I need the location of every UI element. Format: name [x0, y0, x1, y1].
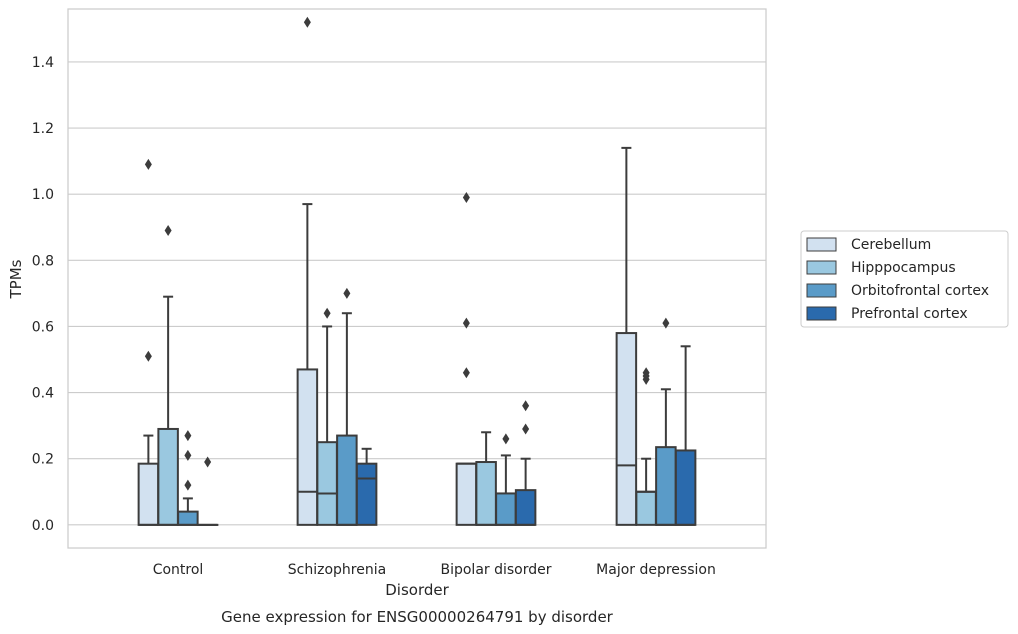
y-tick-label: 0.0 — [32, 518, 54, 534]
grid-lines — [68, 61, 766, 526]
outlier-point — [303, 16, 311, 28]
box-body — [157, 427, 179, 526]
y-tick-label: 1.4 — [32, 55, 54, 71]
box-body — [455, 462, 478, 526]
outlier-point — [502, 433, 510, 445]
x-axis-title: Disorder — [385, 581, 449, 599]
y-tick-label: 0.2 — [32, 452, 54, 468]
box-hipppocampus — [635, 367, 657, 526]
box-cerebellum — [615, 146, 638, 526]
box-cerebellum — [296, 16, 319, 526]
box-cerebellum — [455, 191, 478, 526]
outlier-point — [184, 430, 192, 442]
box-body — [475, 461, 497, 526]
outlier-point — [184, 449, 192, 461]
box-prefrontal-cortex — [355, 447, 378, 526]
legend-swatch-cerebellum — [806, 237, 837, 252]
chart-caption: Gene expression for ENSG00000264791 by d… — [221, 608, 614, 626]
box-body — [635, 490, 657, 526]
outlier-point — [642, 367, 650, 379]
y-tick-labels: 0.0 0.2 0.4 0.6 0.8 1.0 1.2 1.4 — [32, 55, 54, 534]
y-tick-label: 1.2 — [32, 121, 54, 137]
box-body — [355, 462, 378, 526]
y-tick-label: 0.8 — [32, 253, 54, 269]
legend-swatch-hippocampus — [806, 260, 837, 275]
outlier-point — [144, 350, 152, 362]
outlier-point — [462, 317, 470, 329]
legend-label-hippocampus: Hipppocampus — [851, 260, 956, 276]
legend: Cerebellum Hipppocampus Orbitofrontal co… — [800, 230, 1009, 328]
legend-label-prefrontal: Prefrontal cortex — [851, 306, 968, 322]
y-tick-label: 1.0 — [32, 187, 54, 203]
outlier-point — [343, 287, 351, 299]
box-body — [296, 368, 319, 526]
box-body — [336, 434, 358, 526]
x-tick-label: Control — [153, 562, 204, 578]
box-orbitofrontal-cortex — [177, 430, 199, 526]
x-tick-label: Major depression — [596, 562, 716, 578]
box-orbitofrontal-cortex — [336, 287, 358, 526]
box-cerebellum — [137, 158, 160, 526]
y-tick-label: 0.6 — [32, 319, 54, 335]
x-tick-label: Bipolar disorder — [440, 562, 551, 578]
plot-frame — [67, 8, 767, 549]
legend-label-cerebellum: Cerebellum — [851, 237, 931, 253]
box-hipppocampus — [316, 307, 338, 526]
legend-label-orbitofrontal: Orbitofrontal cortex — [851, 283, 989, 299]
outlier-point — [164, 225, 172, 237]
box-body — [615, 332, 638, 526]
outlier-point — [462, 367, 470, 379]
outlier-point — [522, 400, 530, 412]
box-hipppocampus — [157, 225, 179, 526]
box-orbitofrontal-cortex — [495, 433, 517, 526]
y-axis-title: TPMs — [7, 259, 25, 299]
box-body — [137, 462, 160, 526]
box-prefrontal-cortex — [674, 345, 697, 526]
legend-frame — [800, 230, 1009, 328]
y-tick-label: 0.4 — [32, 386, 54, 402]
outlier-point — [522, 423, 530, 435]
box-body — [316, 441, 338, 526]
outlier-point — [662, 317, 670, 329]
box-body — [674, 449, 697, 526]
outlier-point — [144, 158, 152, 170]
box-prefrontal-cortex — [514, 400, 537, 526]
legend-swatch-prefrontal — [806, 306, 837, 321]
box-body — [514, 489, 537, 526]
x-tick-label: Schizophrenia — [288, 562, 386, 578]
legend-swatch-orbitofrontal — [806, 283, 837, 298]
outlier-point — [323, 307, 331, 319]
box-body — [655, 446, 677, 526]
box-orbitofrontal-cortex — [655, 317, 677, 526]
box-prefrontal-cortex — [196, 456, 219, 526]
boxes — [137, 16, 697, 526]
box-body — [177, 510, 199, 526]
outlier-point — [204, 456, 212, 468]
outlier-point — [462, 191, 470, 203]
box-body — [495, 492, 517, 526]
outlier-point — [184, 479, 192, 491]
box-hipppocampus — [475, 431, 497, 526]
x-tick-labels: Control Schizophrenia Bipolar disorder Majo… — [153, 562, 716, 578]
